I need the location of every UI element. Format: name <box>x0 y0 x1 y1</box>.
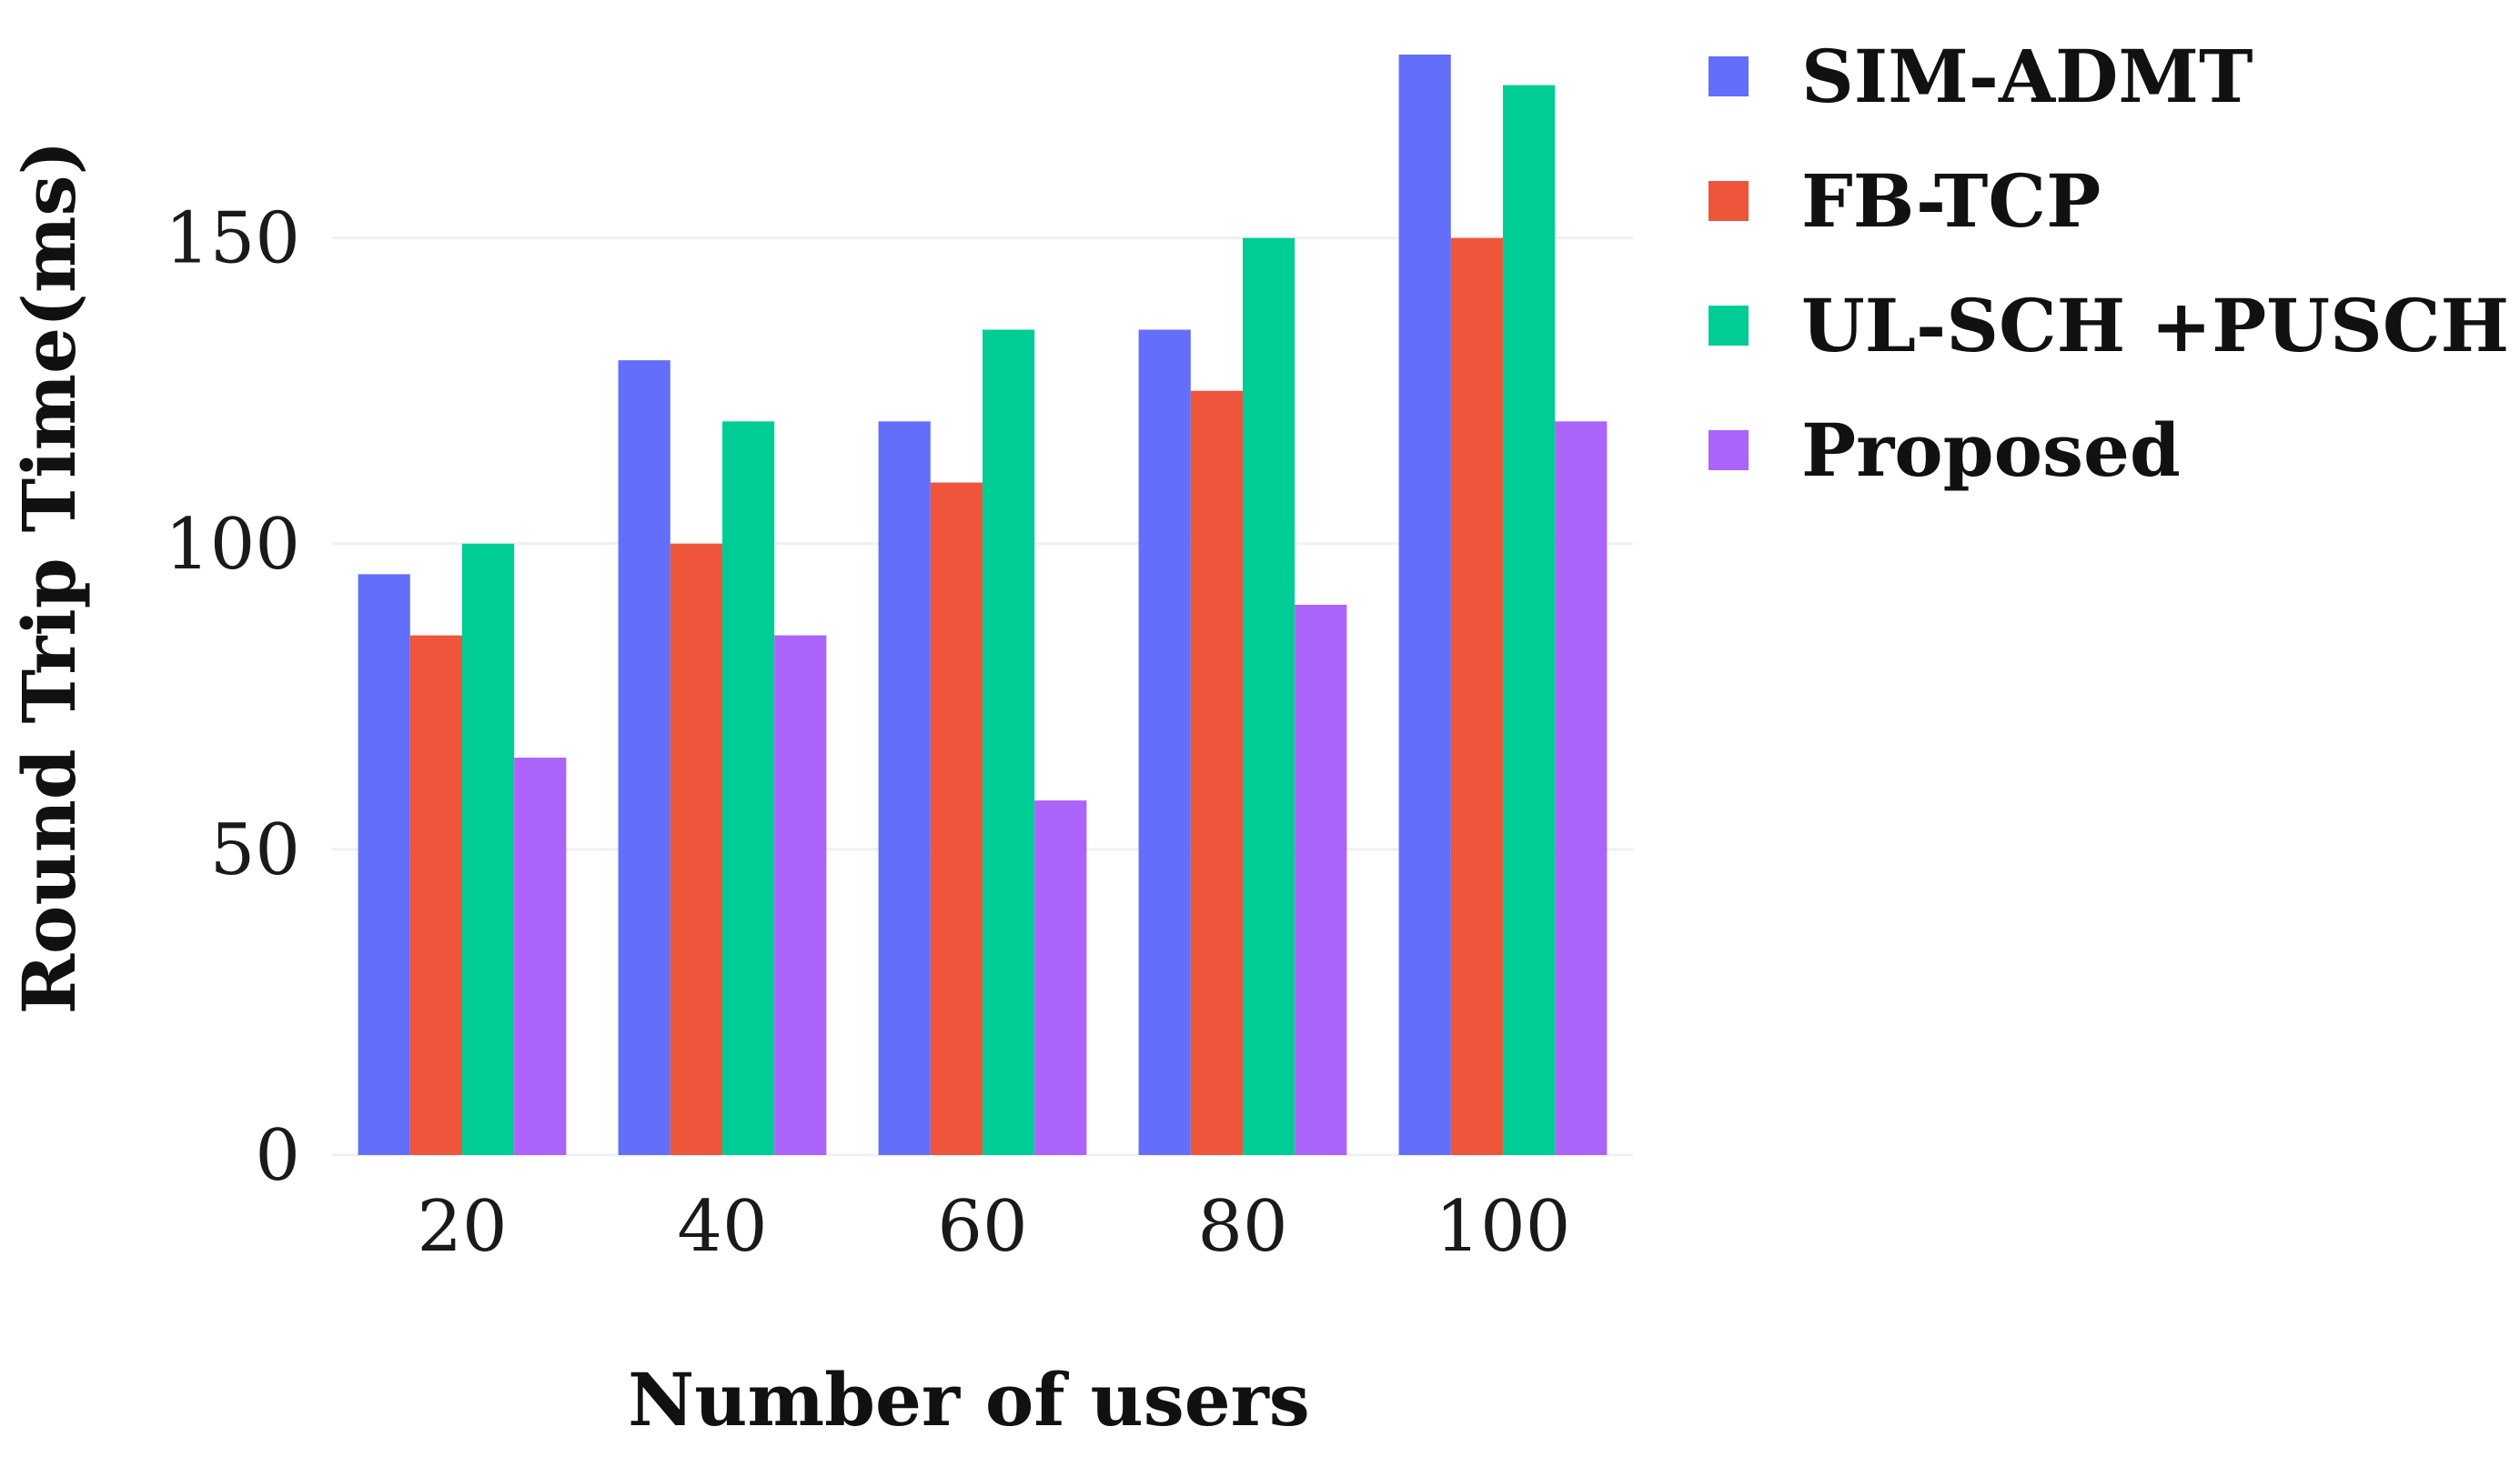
legend-swatch <box>1709 181 1749 221</box>
legend-label: FB-TCP <box>1801 158 2101 244</box>
bar-ul-sch-pusch-20 <box>462 543 515 1155</box>
legend-swatch <box>1709 56 1749 96</box>
bar-sim-admt-20 <box>358 574 410 1155</box>
bar-sim-admt-40 <box>618 360 670 1156</box>
y-tick-label: 100 <box>165 504 300 586</box>
bar-ul-sch-pusch-40 <box>722 421 775 1155</box>
bar-sim-admt-60 <box>878 421 931 1155</box>
y-tick-label: 0 <box>255 1115 300 1197</box>
bar-fb-tcp-60 <box>930 482 983 1155</box>
legend-label: SIM-ADMT <box>1801 34 2253 119</box>
bar-fb-tcp-40 <box>670 543 722 1155</box>
bar-proposed-80 <box>1295 605 1347 1155</box>
legend-swatch <box>1709 430 1749 470</box>
bar-proposed-40 <box>774 635 827 1155</box>
legend-item[interactable]: Proposed <box>1709 407 2181 493</box>
bar-sim-admt-100 <box>1398 55 1451 1155</box>
x-tick-label: 100 <box>1436 1186 1571 1268</box>
bar-fb-tcp-80 <box>1190 390 1243 1155</box>
legend-label: UL-SCH +PUSCH <box>1801 283 2509 368</box>
bar-fb-tcp-20 <box>409 635 462 1155</box>
bar-ul-sch-pusch-100 <box>1503 85 1556 1156</box>
bar-ul-sch-pusch-80 <box>1243 237 1295 1156</box>
y-axis-ticks: 0 50 100 150 <box>165 198 300 1197</box>
bar-ul-sch-pusch-60 <box>983 329 1035 1155</box>
y-axis-title: Round Trip Time(ms) <box>6 141 92 1015</box>
x-tick-label: 60 <box>937 1186 1027 1268</box>
x-tick-label: 80 <box>1197 1186 1287 1268</box>
y-tick-label: 50 <box>210 809 300 891</box>
bar-proposed-100 <box>1555 421 1608 1155</box>
x-tick-label: 20 <box>417 1186 507 1268</box>
legend-item[interactable]: SIM-ADMT <box>1709 34 2253 119</box>
legend-swatch <box>1709 306 1749 346</box>
bar-fb-tcp-100 <box>1450 237 1503 1156</box>
legend-item[interactable]: UL-SCH +PUSCH <box>1709 283 2509 368</box>
legend: SIM-ADMT FB-TCP UL-SCH +PUSCH Proposed <box>1709 34 2509 493</box>
x-tick-label: 40 <box>677 1186 767 1268</box>
y-tick-label: 150 <box>165 198 300 280</box>
bar-sim-admt-80 <box>1138 329 1191 1155</box>
legend-item[interactable]: FB-TCP <box>1709 158 2101 244</box>
bar-proposed-60 <box>1034 800 1087 1155</box>
x-axis-title: Number of users <box>628 1357 1310 1442</box>
bar-proposed-20 <box>514 758 567 1155</box>
legend-label: Proposed <box>1801 407 2181 493</box>
bars <box>358 55 1608 1156</box>
x-axis-ticks: 20 40 60 80 100 <box>417 1186 1570 1268</box>
